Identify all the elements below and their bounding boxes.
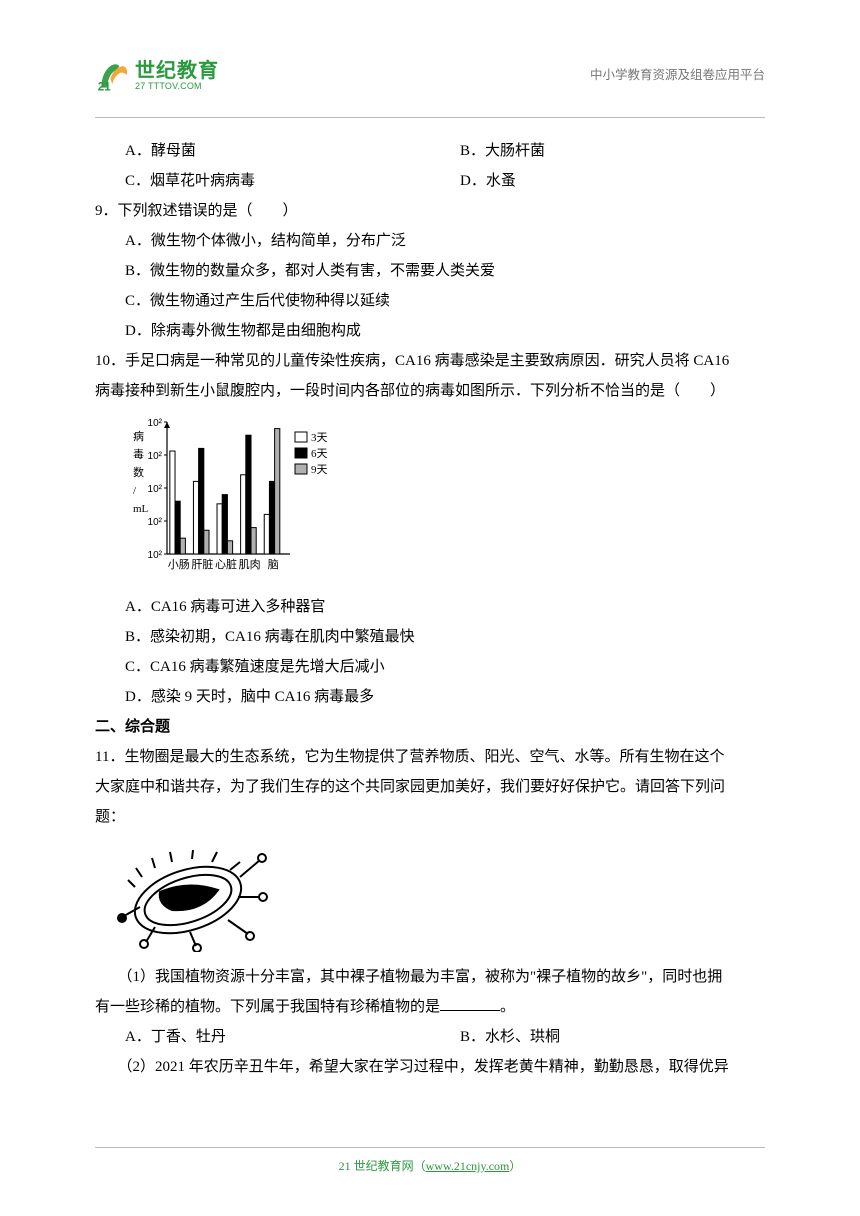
- q11-sub1-tail: 。: [500, 999, 515, 1015]
- q9-option-c: C．微生物通过产生后代使物种得以延续: [95, 286, 765, 316]
- svg-text:/: /: [133, 485, 137, 497]
- svg-text:脑: 脑: [268, 558, 279, 571]
- q8-option-d: D．水蚤: [430, 166, 765, 196]
- q11-option-a: A．丁香、牡丹: [95, 1022, 430, 1052]
- logo-icon: 21: [95, 57, 133, 93]
- q11-blank[interactable]: [440, 996, 500, 1011]
- q11-microbe-figure: [110, 842, 275, 952]
- q8-option-a: A．酵母菌: [95, 136, 430, 166]
- q8-option-c: C．烟草花叶病病毒: [95, 166, 430, 196]
- q11-sub1-l2-text: 有一些珍稀的植物。下列属于我国特有珍稀植物的是: [95, 999, 440, 1015]
- q10-option-a: A．CA16 病毒可进入多种器官: [95, 592, 765, 622]
- svg-text:mL: mL: [133, 503, 149, 515]
- section-2-title: 二、综合题: [95, 712, 765, 742]
- q10-stem-ca16b: CA16: [693, 353, 729, 369]
- q10-option-b: B．感染初期，CA16 病毒在肌肉中繁殖最快: [95, 622, 765, 652]
- logo-domain: 27 TTTOV.COM: [135, 82, 219, 91]
- q10-option-c: C．CA16 病毒繁殖速度是先增大后减小: [95, 652, 765, 682]
- svg-text:肝脏: 肝脏: [191, 558, 213, 571]
- q11-sub1-l1: （1）我国植物资源十分丰富，其中裸子植物最为丰富，被称为"裸子植物的故乡"，同时…: [95, 962, 765, 992]
- svg-text:肌肉: 肌肉: [239, 558, 261, 571]
- svg-text:10²: 10²: [148, 550, 163, 561]
- q9-option-a: A．微生物个体微小，结构简单，分布广泛: [95, 226, 765, 256]
- q10-stem-part2: 病毒感染是主要致病原因．研究人员将: [431, 353, 694, 369]
- q10-chart: 病毒数 / mL 10² 10² 10² 10² 10² 小肠肝脏心脏肌肉脑 3天 6天 9天: [125, 414, 345, 584]
- q11-sub2: （2）2021 年农历辛丑牛年，希望大家在学习过程中，发挥老黄牛精神，勤勤恳恳，…: [95, 1052, 765, 1082]
- footer-link[interactable]: www.21cnjy.com: [426, 1159, 510, 1173]
- svg-text:毒: 毒: [133, 448, 144, 461]
- svg-text:10²: 10²: [148, 418, 163, 429]
- q10-stem-line2: 病毒接种到新生小鼠腹腔内，一段时间内各部位的病毒如图所示．下列分析不恰当的是（ …: [95, 376, 765, 406]
- logo-title: 世纪教育: [135, 60, 219, 82]
- q9-option-b: B．微生物的数量众多，都对人类有害，不需要人类关爱: [95, 256, 765, 286]
- q11-sub1-l2: 有一些珍稀的植物。下列属于我国特有珍稀植物的是 。: [95, 992, 765, 1022]
- q11-stem-l3: 题：: [95, 802, 765, 832]
- header-platform-text: 中小学教育资源及组卷应用平台: [590, 63, 765, 88]
- svg-text:10²: 10²: [148, 451, 163, 462]
- svg-text:数: 数: [133, 466, 144, 479]
- q10-stem-part1: 10．手足口病是一种常见的儿童传染性疾病，: [95, 353, 395, 369]
- q10-stem-line1: 10．手足口病是一种常见的儿童传染性疾病，CA16 病毒感染是主要致病原因．研究…: [95, 346, 765, 376]
- q9-option-d: D．除病毒外微生物都是由细胞构成: [95, 316, 765, 346]
- page-header: 21 世纪教育 27 TTTOV.COM 中小学教育资源及组卷应用平台: [95, 55, 765, 95]
- svg-text:病: 病: [133, 429, 144, 443]
- q10-option-d: D．感染 9 天时，脑中 CA16 病毒最多: [95, 682, 765, 712]
- footer-suffix: ）: [509, 1159, 521, 1173]
- header-divider: [95, 117, 765, 118]
- q9-stem: 9．下列叙述错误的是（ ）: [95, 196, 765, 226]
- q10-stem-ca16a: CA16: [395, 353, 431, 369]
- q11-stem-l1: 11．生物圈是最大的生态系统，它为生物提供了营养物质、阳光、空气、水等。所有生物…: [95, 742, 765, 772]
- svg-text:3天: 3天: [311, 432, 328, 444]
- content: A．酵母菌 B．大肠杆菌 C．烟草花叶病病毒 D．水蚤 9．下列叙述错误的是（ …: [95, 136, 765, 1082]
- footer-divider: [95, 1147, 765, 1148]
- logo-number: 21: [98, 80, 112, 93]
- svg-text:6天: 6天: [311, 448, 328, 460]
- svg-text:小肠: 小肠: [168, 558, 190, 571]
- svg-text:9天: 9天: [311, 464, 328, 476]
- logo: 21 世纪教育 27 TTTOV.COM: [95, 55, 219, 95]
- q11-stem-l2: 大家庭中和谐共存，为了我们生存的这个共同家园更加美好，我们要好好保护它。请回答下…: [95, 772, 765, 802]
- svg-text:10²: 10²: [148, 517, 163, 528]
- footer-prefix: 21 世纪教育网（: [339, 1159, 426, 1173]
- page-footer: 21 世纪教育网（www.21cnjy.com）: [0, 1147, 860, 1178]
- svg-text:10²: 10²: [148, 484, 163, 495]
- svg-text:心脏: 心脏: [215, 558, 237, 571]
- q8-option-b: B．大肠杆菌: [430, 136, 765, 166]
- q11-option-b: B．水杉、珙桐: [430, 1022, 765, 1052]
